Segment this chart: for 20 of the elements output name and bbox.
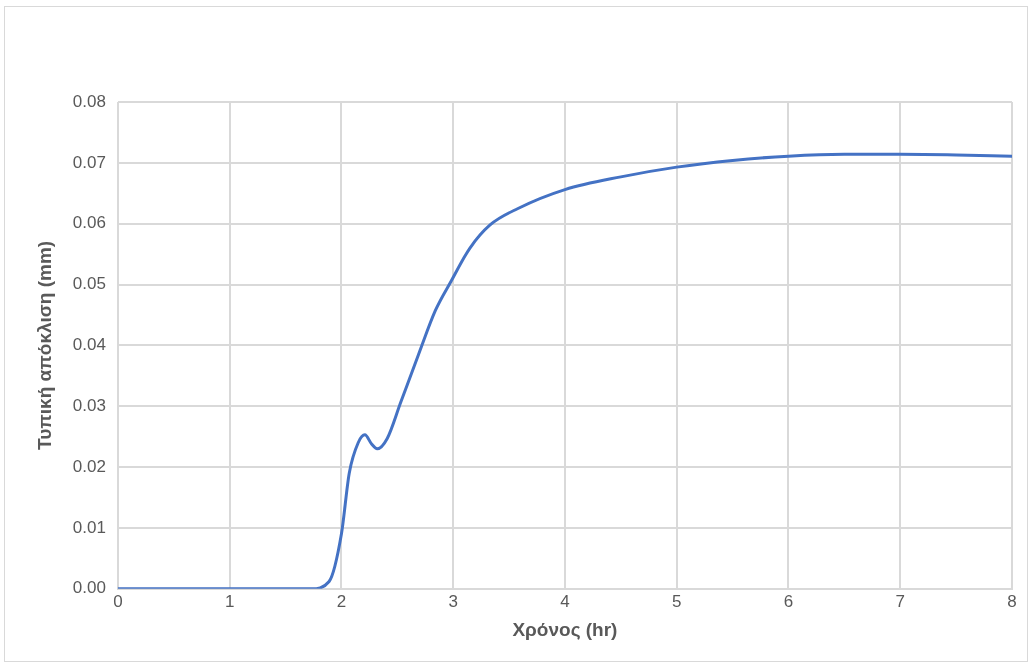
x-tick-label: 5 [671,591,682,611]
y-tick-label: 0.07 [72,152,106,172]
x-tick-label: 7 [895,591,905,611]
x-tick-label: 3 [448,591,458,611]
x-tick-label: 1 [224,591,235,611]
y-tick-label: 0.03 [72,395,106,415]
x-tick-label: 0 [113,591,123,611]
y-axis-title: Τυπική απόκλιση (mm) [33,240,55,450]
y-tick-label: 0.08 [72,91,106,111]
x-axis-title: Χρόνος (hr) [512,618,618,640]
y-tick-label: 0.01 [72,517,106,537]
y-tick-label: 0.04 [72,335,106,355]
x-tick-label: 8 [1007,591,1017,611]
x-tick-label: 4 [560,591,570,611]
y-tick-label: 0.02 [72,456,106,476]
y-tick-label: 0.05 [72,274,106,294]
x-tick-label: 2 [336,591,347,611]
x-tick-label: 6 [783,591,794,611]
y-tick-label: 0.00 [72,578,106,598]
y-tick-label: 0.06 [72,213,106,233]
